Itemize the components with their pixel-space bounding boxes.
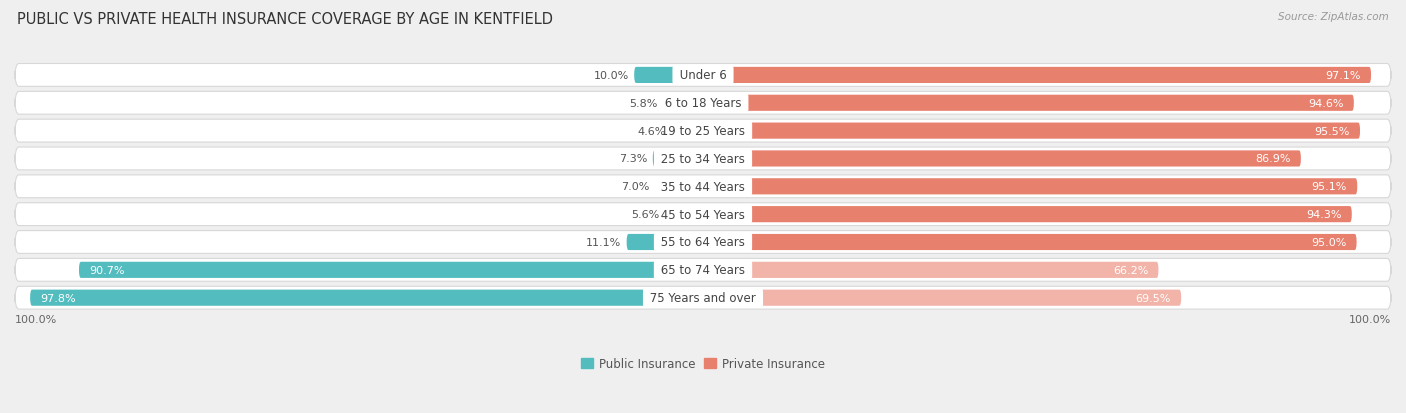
FancyBboxPatch shape — [703, 151, 1301, 167]
FancyBboxPatch shape — [627, 234, 703, 250]
Text: 35 to 44 Years: 35 to 44 Years — [657, 180, 749, 193]
FancyBboxPatch shape — [15, 92, 1391, 115]
FancyBboxPatch shape — [703, 262, 1159, 278]
FancyBboxPatch shape — [703, 206, 1351, 223]
FancyBboxPatch shape — [15, 259, 1391, 282]
FancyBboxPatch shape — [671, 123, 703, 139]
FancyBboxPatch shape — [15, 231, 1391, 254]
Text: 10.0%: 10.0% — [593, 71, 628, 81]
FancyBboxPatch shape — [665, 206, 703, 223]
Text: 69.5%: 69.5% — [1136, 293, 1171, 303]
Text: Source: ZipAtlas.com: Source: ZipAtlas.com — [1278, 12, 1389, 22]
Text: 5.6%: 5.6% — [631, 210, 659, 220]
Text: 65 to 74 Years: 65 to 74 Years — [657, 263, 749, 277]
Text: 6 to 18 Years: 6 to 18 Years — [661, 97, 745, 110]
Text: 97.8%: 97.8% — [41, 293, 76, 303]
Text: 94.6%: 94.6% — [1308, 99, 1344, 109]
Text: 19 to 25 Years: 19 to 25 Years — [657, 125, 749, 138]
Text: 5.8%: 5.8% — [630, 99, 658, 109]
Text: 90.7%: 90.7% — [90, 265, 125, 275]
FancyBboxPatch shape — [703, 290, 1181, 306]
FancyBboxPatch shape — [15, 120, 1391, 142]
FancyBboxPatch shape — [655, 179, 703, 195]
FancyBboxPatch shape — [652, 151, 703, 167]
Text: 66.2%: 66.2% — [1112, 265, 1149, 275]
Text: 86.9%: 86.9% — [1256, 154, 1291, 164]
Text: 11.1%: 11.1% — [586, 237, 621, 247]
FancyBboxPatch shape — [703, 123, 1360, 139]
Legend: Public Insurance, Private Insurance: Public Insurance, Private Insurance — [576, 353, 830, 375]
FancyBboxPatch shape — [703, 95, 1354, 112]
FancyBboxPatch shape — [15, 203, 1391, 226]
FancyBboxPatch shape — [15, 148, 1391, 171]
Text: 25 to 34 Years: 25 to 34 Years — [657, 152, 749, 166]
Text: 100.0%: 100.0% — [15, 315, 58, 325]
FancyBboxPatch shape — [664, 95, 703, 112]
FancyBboxPatch shape — [79, 262, 703, 278]
Text: 45 to 54 Years: 45 to 54 Years — [657, 208, 749, 221]
Text: 95.0%: 95.0% — [1310, 237, 1347, 247]
Text: 97.1%: 97.1% — [1326, 71, 1361, 81]
Text: 95.5%: 95.5% — [1315, 126, 1350, 136]
FancyBboxPatch shape — [15, 176, 1391, 198]
FancyBboxPatch shape — [703, 179, 1357, 195]
Text: 4.6%: 4.6% — [637, 126, 666, 136]
Text: 94.3%: 94.3% — [1306, 210, 1341, 220]
Text: 100.0%: 100.0% — [1348, 315, 1391, 325]
FancyBboxPatch shape — [703, 234, 1357, 250]
Text: 75 Years and over: 75 Years and over — [647, 292, 759, 304]
Text: Under 6: Under 6 — [676, 69, 730, 82]
FancyBboxPatch shape — [634, 68, 703, 84]
Text: 55 to 64 Years: 55 to 64 Years — [657, 236, 749, 249]
FancyBboxPatch shape — [15, 64, 1391, 87]
Text: 7.0%: 7.0% — [621, 182, 650, 192]
Text: 95.1%: 95.1% — [1312, 182, 1347, 192]
FancyBboxPatch shape — [15, 287, 1391, 309]
FancyBboxPatch shape — [30, 290, 703, 306]
Text: 7.3%: 7.3% — [619, 154, 647, 164]
Text: PUBLIC VS PRIVATE HEALTH INSURANCE COVERAGE BY AGE IN KENTFIELD: PUBLIC VS PRIVATE HEALTH INSURANCE COVER… — [17, 12, 553, 27]
FancyBboxPatch shape — [703, 68, 1371, 84]
